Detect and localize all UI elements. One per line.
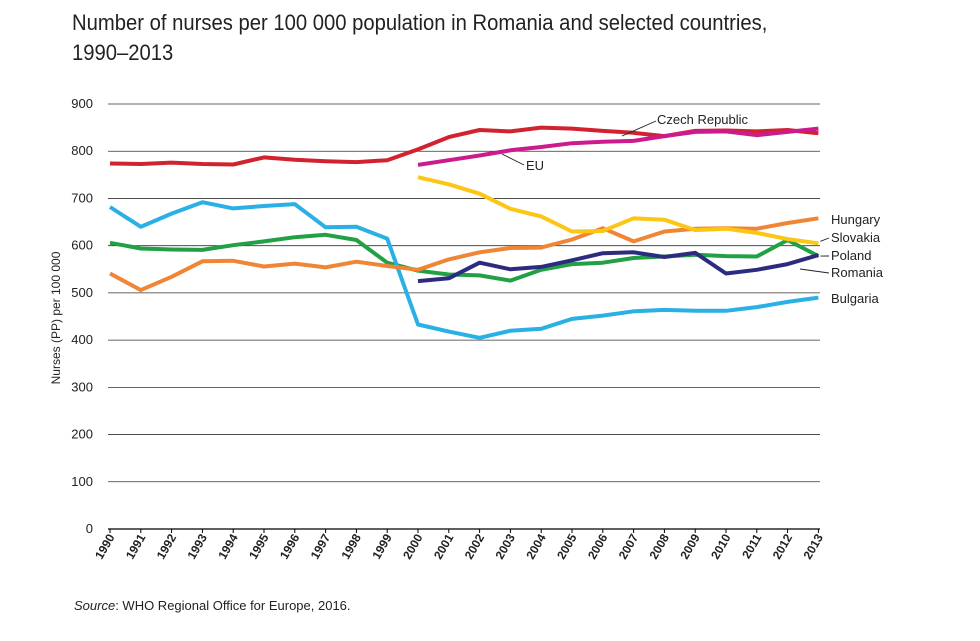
x-tick-label: 2002 [462, 531, 488, 561]
x-tick-label: 2004 [523, 531, 549, 561]
gridlines [108, 103, 820, 530]
source-note: Source: WHO Regional Office for Europe, … [74, 598, 351, 613]
x-tick-label: 1992 [154, 531, 180, 561]
y-tick-label: 800 [71, 143, 93, 158]
series-labels: Czech Republic EU Hungary Slovakia Poland Rom… [501, 112, 884, 306]
y-tick-label: 400 [71, 332, 93, 347]
leader-line [799, 268, 830, 274]
x-tick-label: 2010 [708, 531, 734, 561]
series-line-slovakia [417, 175, 819, 246]
x-tick-label: 2008 [647, 531, 673, 561]
leader-line [820, 237, 830, 242]
x-axis: 1990 1991 1992 1993 1994 1995 1996 1997 1998 1999… [92, 529, 826, 562]
series-label-poland: Poland [831, 248, 871, 263]
series-line-bulgaria [108, 200, 819, 340]
x-tick-label: 1994 [215, 531, 241, 561]
series-line-romania [417, 250, 819, 284]
source-label: Source [74, 598, 116, 613]
series-lines [108, 125, 820, 340]
x-tick-label: 2005 [554, 531, 580, 561]
series-label-slovakia: Slovakia [831, 230, 881, 245]
series-line-eu [417, 126, 819, 167]
x-tick-label: 1990 [92, 531, 118, 561]
y-tick-label: 900 [71, 96, 93, 111]
x-tick-label: 1997 [308, 531, 334, 561]
x-tick-label: 2003 [493, 531, 519, 561]
y-tick-label: 200 [71, 427, 93, 442]
y-tick-label: 100 [71, 474, 93, 489]
chart-title: Number of nurses per 100 000 population … [72, 10, 768, 65]
x-tick-label: 2012 [770, 531, 796, 561]
x-tick-label: 1995 [246, 531, 272, 561]
y-axis-label: Nurses (PP) per 100 000 [49, 251, 63, 384]
x-tick-label: 1998 [339, 531, 365, 561]
x-tick-label: 1991 [123, 531, 149, 561]
y-tick-label: 600 [71, 238, 93, 253]
source-text: : WHO Regional Office for Europe, 2016. [115, 598, 351, 613]
x-tick-label: 2001 [431, 531, 457, 561]
x-tick-label: 2000 [400, 531, 426, 561]
x-tick-label: 1996 [277, 531, 303, 561]
x-tick-label: 2011 [739, 531, 764, 561]
series-label-romania: Romania [831, 265, 884, 280]
x-tick-label: 2013 [801, 531, 827, 561]
series-label-eu: EU [526, 158, 544, 173]
x-tick-label: 1999 [369, 531, 395, 561]
x-tick-label: 2006 [585, 531, 611, 561]
x-tick-label: 2007 [616, 531, 642, 561]
y-tick-label: 0 [86, 521, 93, 536]
leader-line [621, 120, 657, 137]
leader-line [501, 153, 525, 166]
y-axis: 0 100 200 300 400 500 600 700 800 900 Nurses (PP) … [49, 96, 93, 536]
series-label-bulgaria: Bulgaria [831, 291, 879, 306]
x-tick-label: 1993 [185, 531, 211, 561]
y-tick-label: 500 [71, 285, 93, 300]
series-label-hungary: Hungary [831, 212, 881, 227]
x-tick-label: 2009 [677, 531, 703, 561]
y-tick-label: 300 [71, 379, 93, 394]
y-tick-label: 700 [71, 190, 93, 205]
series-label-czech-republic: Czech Republic [657, 112, 749, 127]
